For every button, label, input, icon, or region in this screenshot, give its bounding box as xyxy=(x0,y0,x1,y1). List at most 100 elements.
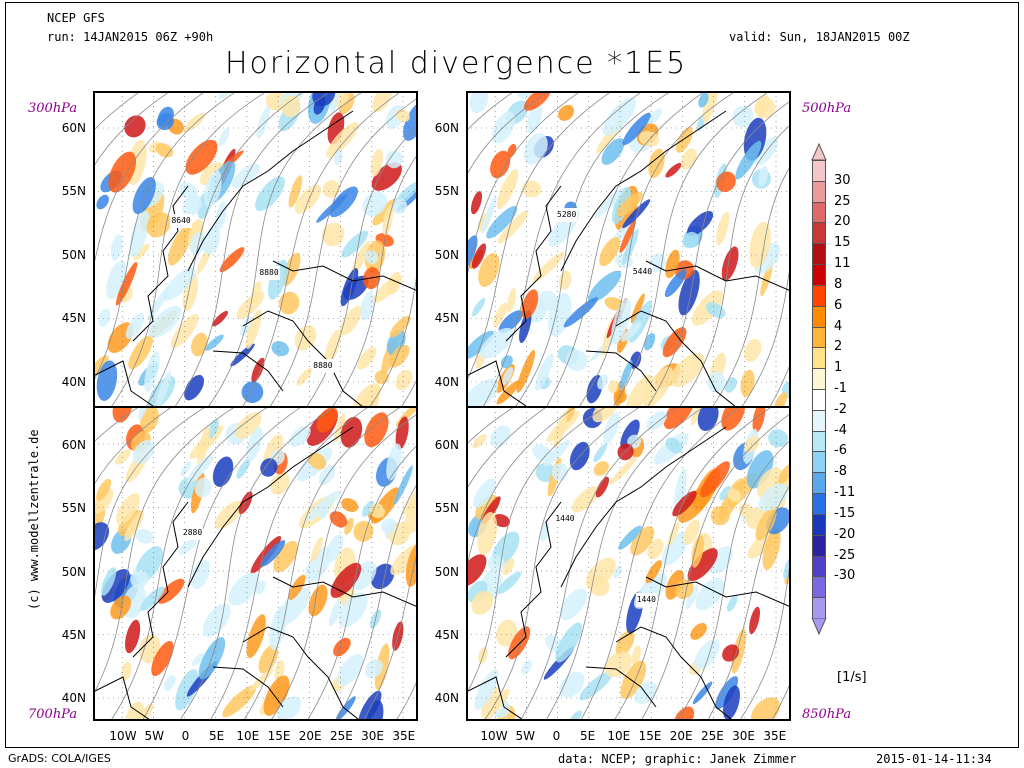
height-contour xyxy=(241,91,403,407)
divergence-blob xyxy=(189,232,206,255)
lat-label-bl-50N: 50N xyxy=(61,565,86,579)
height-contour xyxy=(678,123,791,407)
divergence-blob xyxy=(96,360,118,401)
colorbar-label: 4 xyxy=(834,318,843,334)
divergence-blob xyxy=(278,291,300,315)
divergence-blob xyxy=(783,552,791,579)
height-contour xyxy=(109,407,269,721)
divergence-blob xyxy=(721,246,739,281)
height-contour xyxy=(466,407,548,492)
divergence-blob xyxy=(328,599,342,627)
lon-label-left-10W: 10W xyxy=(109,729,137,743)
divergence-blob xyxy=(603,412,620,445)
lon-label-left-35E: 35E xyxy=(392,729,416,743)
divergence-blob xyxy=(466,330,495,360)
divergence-blob xyxy=(471,191,483,215)
divergence-blob xyxy=(385,150,403,169)
divergence-blob xyxy=(140,586,165,611)
divergence-blob xyxy=(230,343,255,367)
divergence-blob xyxy=(351,383,381,407)
divergence-blob xyxy=(471,243,487,269)
divergence-blob xyxy=(553,410,568,449)
divergence-blob xyxy=(231,163,260,189)
divergence-blob xyxy=(125,619,141,654)
lon-label-left-5E: 5E xyxy=(208,729,225,743)
height-contour xyxy=(93,407,207,610)
divergence-blob xyxy=(133,243,150,261)
coastline xyxy=(93,676,153,721)
divergence-blob xyxy=(250,281,262,305)
height-contour xyxy=(578,91,737,407)
divergence-blob xyxy=(333,637,351,657)
colorbar-label: -1 xyxy=(834,381,847,396)
divergence-blob xyxy=(191,332,208,357)
divergence-blob xyxy=(631,645,641,665)
divergence-blob xyxy=(749,606,760,635)
divergence-blob xyxy=(497,210,529,244)
divergence-blob xyxy=(115,261,138,306)
height-contour xyxy=(482,91,644,407)
figure-title: Horizontal divergence *1E5 xyxy=(225,46,688,81)
divergence-blob xyxy=(493,302,508,327)
map-field xyxy=(93,407,418,721)
colorbar-swatch xyxy=(812,451,826,474)
colorbar-bottom-arrow xyxy=(811,618,827,636)
divergence-blob xyxy=(630,293,645,324)
divergence-blob xyxy=(340,416,363,448)
divergence-blob xyxy=(700,461,730,498)
divergence-blob xyxy=(616,191,643,217)
divergence-blob xyxy=(288,574,306,600)
divergence-blob xyxy=(222,685,257,718)
model-name: NCEP GFS xyxy=(47,11,105,25)
height-contour xyxy=(178,407,337,721)
divergence-blob xyxy=(218,91,230,100)
height-contour xyxy=(519,407,680,721)
height-contour xyxy=(93,91,238,384)
lat-label-br-60N: 60N xyxy=(434,438,459,452)
divergence-blob xyxy=(360,291,375,321)
divergence-blob xyxy=(341,230,369,258)
divergence-blob xyxy=(263,675,290,716)
divergence-blob xyxy=(478,253,500,288)
divergence-blob xyxy=(155,142,173,158)
divergence-blob xyxy=(615,629,635,657)
divergence-blob xyxy=(719,486,731,501)
colorbar-swatch xyxy=(812,222,826,245)
divergence-blob xyxy=(663,407,695,430)
divergence-blob xyxy=(294,184,322,214)
height-contour xyxy=(93,407,140,444)
divergence-blob xyxy=(353,520,374,542)
divergence-blob xyxy=(132,176,156,215)
divergence-blob xyxy=(678,269,700,316)
divergence-blob xyxy=(205,334,224,351)
divergence-blob xyxy=(235,412,262,439)
map-panel-850hpa: 1440 1440 xyxy=(466,407,791,721)
coastline xyxy=(212,350,284,392)
divergence-blob xyxy=(185,139,218,175)
divergence-blob xyxy=(130,569,149,589)
divergence-blob xyxy=(475,494,499,520)
lon-label-right-20E: 20E xyxy=(669,729,693,743)
lat-label-tl-55N: 55N xyxy=(61,184,86,198)
divergence-blob xyxy=(323,329,341,367)
divergence-blob xyxy=(255,176,285,212)
colorbar-label: 1 xyxy=(834,360,843,376)
divergence-blob xyxy=(691,535,705,568)
colorbar-swatch xyxy=(812,201,826,224)
divergence-blob xyxy=(341,498,359,512)
credit-text: (c) www.modellzentrale.de xyxy=(27,429,41,610)
divergence-blob xyxy=(474,669,499,710)
colorbar-swatch xyxy=(812,493,826,515)
divergence-blob xyxy=(96,478,112,502)
divergence-blob xyxy=(393,465,413,505)
divergence-blob xyxy=(155,370,172,407)
lat-label-tl-40N: 40N xyxy=(61,375,86,389)
divergence-blob xyxy=(362,500,375,517)
height-contour xyxy=(466,407,515,446)
coastline xyxy=(272,576,418,608)
divergence-blob xyxy=(132,440,155,464)
divergence-blob xyxy=(124,701,144,721)
divergence-blob xyxy=(535,353,554,391)
contour-label: 2880 xyxy=(181,525,204,540)
divergence-blob xyxy=(740,369,755,397)
